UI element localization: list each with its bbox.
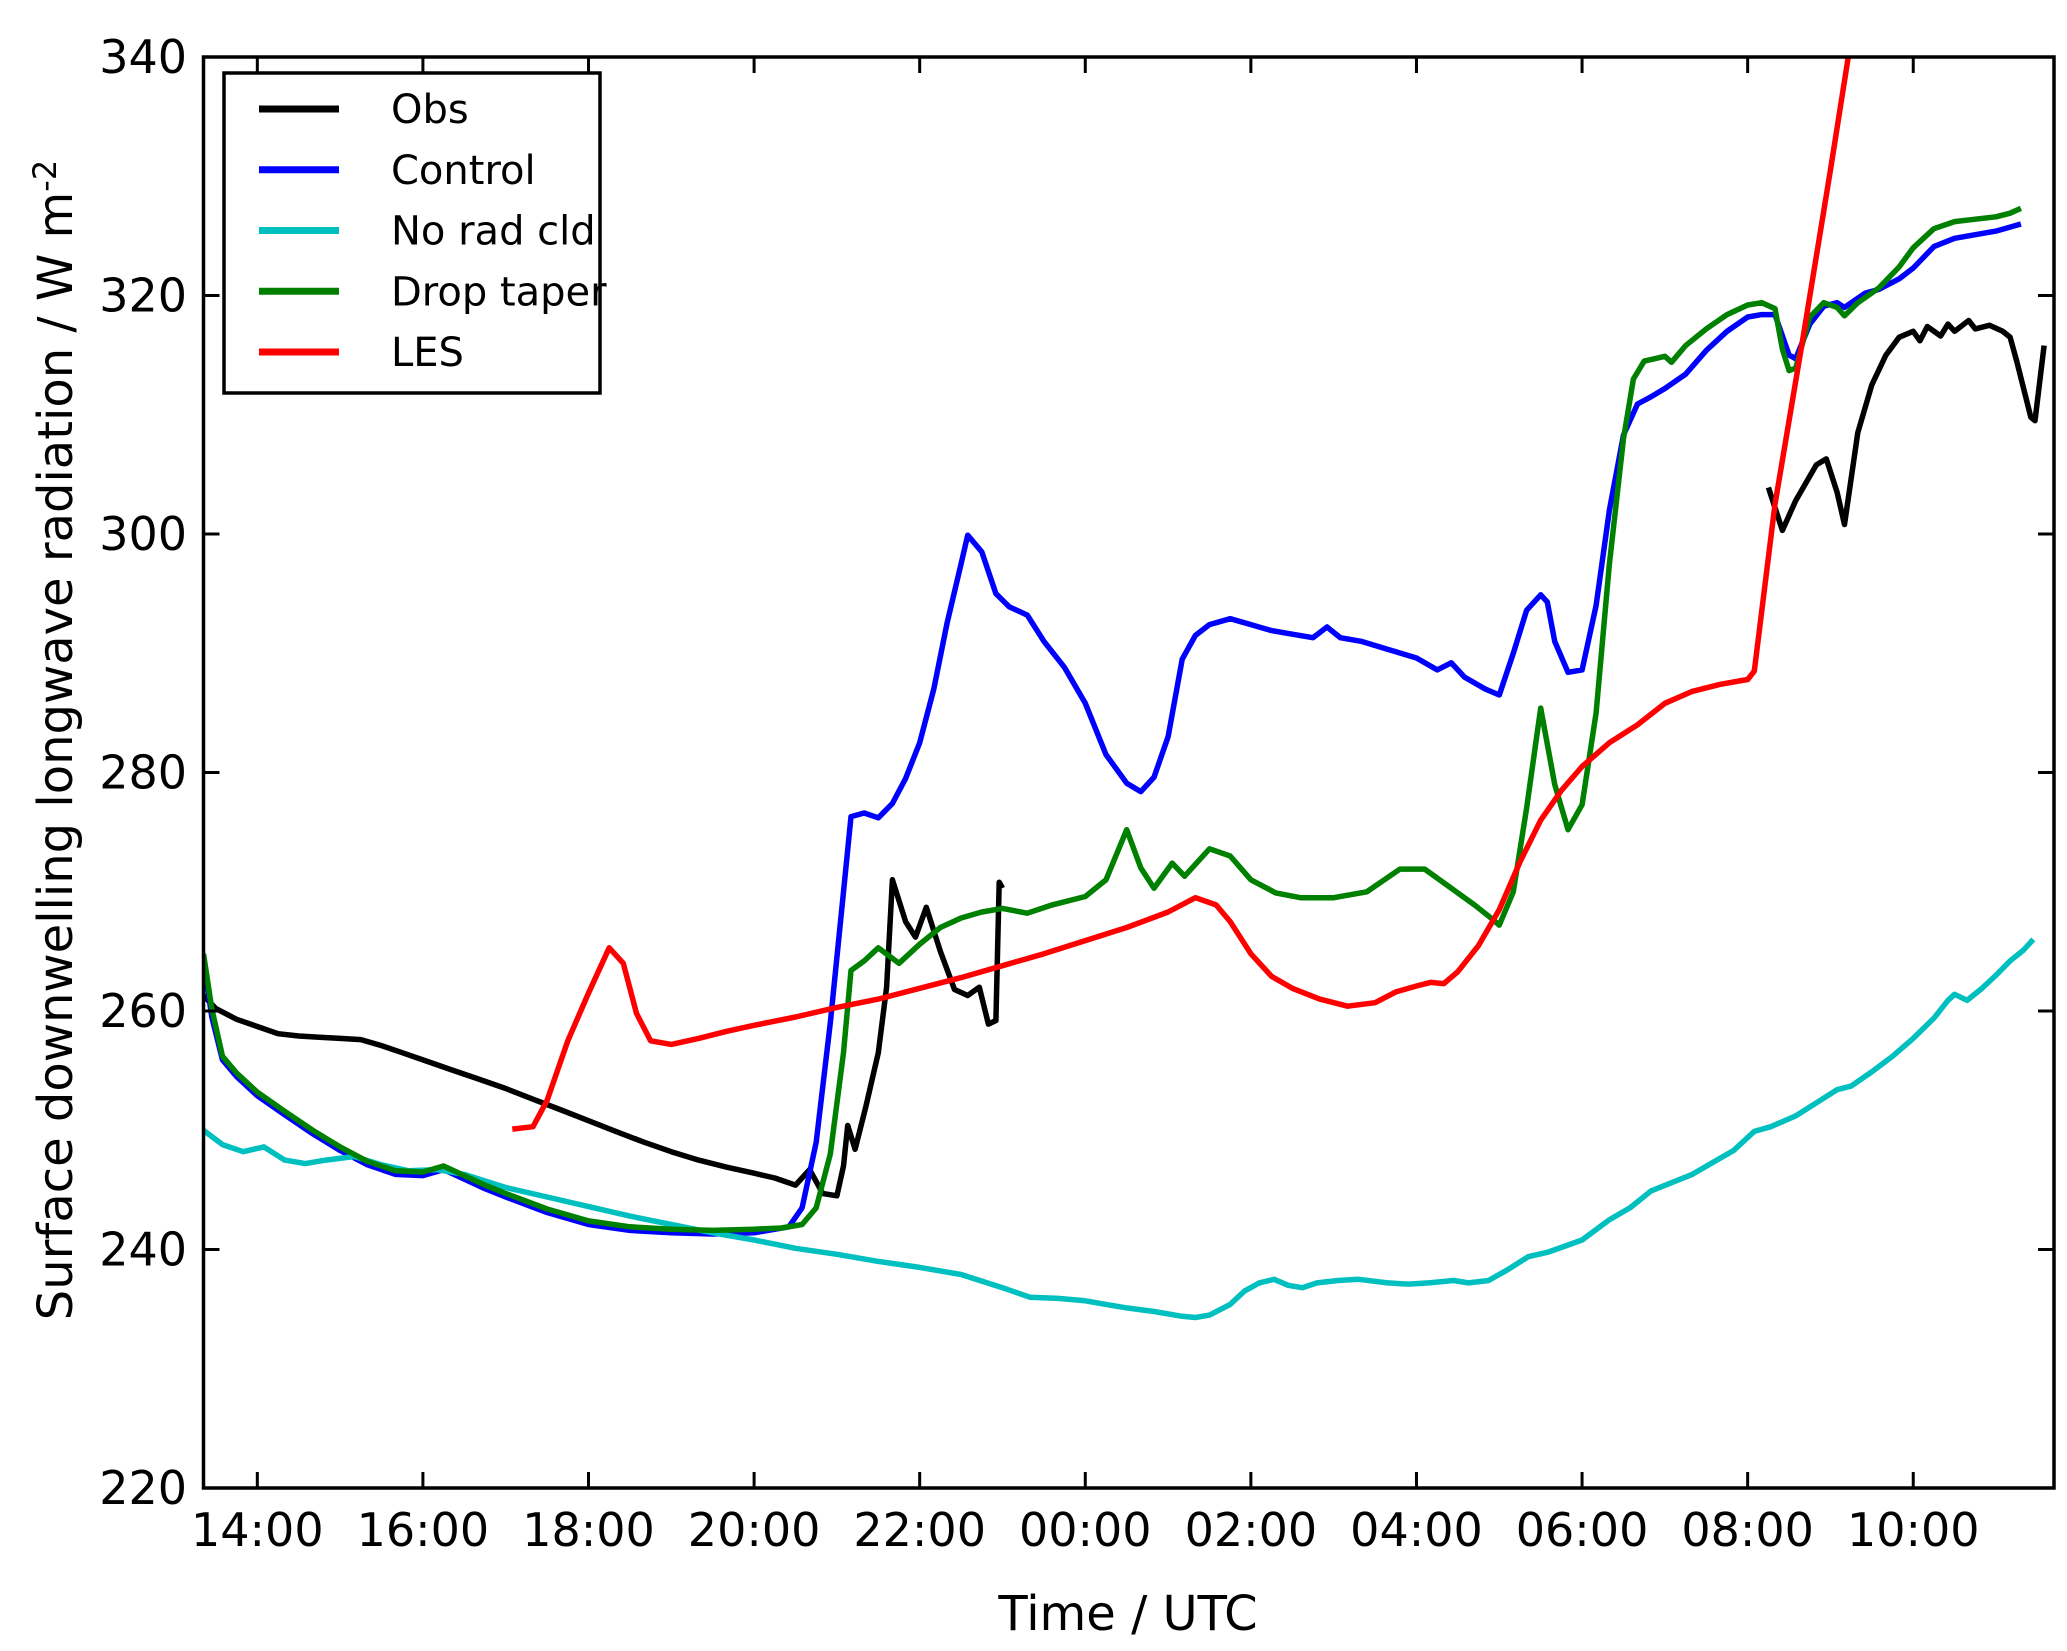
legend-label-control: Control bbox=[391, 148, 536, 194]
series-droptaper-line bbox=[203, 205, 2023, 1234]
x-tick-label: 16:00 bbox=[357, 1503, 490, 1557]
legend-entry-control: Control bbox=[259, 148, 536, 194]
series-layer bbox=[203, 57, 2047, 1321]
legend-entry-noradcld: No rad cld bbox=[259, 209, 596, 255]
series-obs-line-2 bbox=[1765, 317, 2047, 534]
legend-entry-les: LES bbox=[259, 330, 464, 376]
series-control-line bbox=[203, 221, 2022, 1237]
legend-entry-droptaper: Drop taper bbox=[259, 269, 607, 315]
x-tick-label: 04:00 bbox=[1350, 1503, 1483, 1557]
y-tick-label: 280 bbox=[99, 746, 187, 800]
y-tick-label: 260 bbox=[99, 984, 187, 1038]
y-tick-label: 240 bbox=[99, 1223, 187, 1277]
y-axis-label: Surface downwelling longwave radiation /… bbox=[26, 160, 84, 1320]
x-tick-label: 14:00 bbox=[191, 1503, 324, 1557]
y-tick-label: 320 bbox=[99, 269, 187, 323]
x-tick-label: 10:00 bbox=[1847, 1503, 1980, 1557]
x-tick-label: 06:00 bbox=[1516, 1503, 1649, 1557]
x-tick-label: 20:00 bbox=[688, 1503, 821, 1557]
x-tick-label: 22:00 bbox=[853, 1503, 986, 1557]
x-tick-label: 02:00 bbox=[1185, 1503, 1318, 1557]
y-tick-label: 220 bbox=[99, 1461, 187, 1515]
legend-label-les: LES bbox=[391, 330, 464, 376]
legend-label-droptaper: Drop taper bbox=[391, 269, 607, 315]
x-tick-label: 18:00 bbox=[522, 1503, 655, 1557]
y-tick-label: 340 bbox=[99, 30, 187, 84]
series-obs-line-1 bbox=[203, 877, 1005, 1199]
series-noradcld-line bbox=[203, 937, 2036, 1321]
legend-entry-obs: Obs bbox=[259, 87, 469, 133]
legend: Obs Control No rad cld Drop taper LES bbox=[222, 71, 607, 395]
legend-label-obs: Obs bbox=[391, 87, 469, 133]
x-tick-label: 08:00 bbox=[1681, 1503, 1814, 1557]
x-tick-label: 00:00 bbox=[1019, 1503, 1152, 1557]
y-tick-label: 300 bbox=[99, 507, 187, 561]
legend-label-noradcld: No rad cld bbox=[391, 209, 596, 255]
series-les-line bbox=[511, 57, 1852, 1132]
x-axis-label: Time / UTC bbox=[997, 1586, 1257, 1642]
